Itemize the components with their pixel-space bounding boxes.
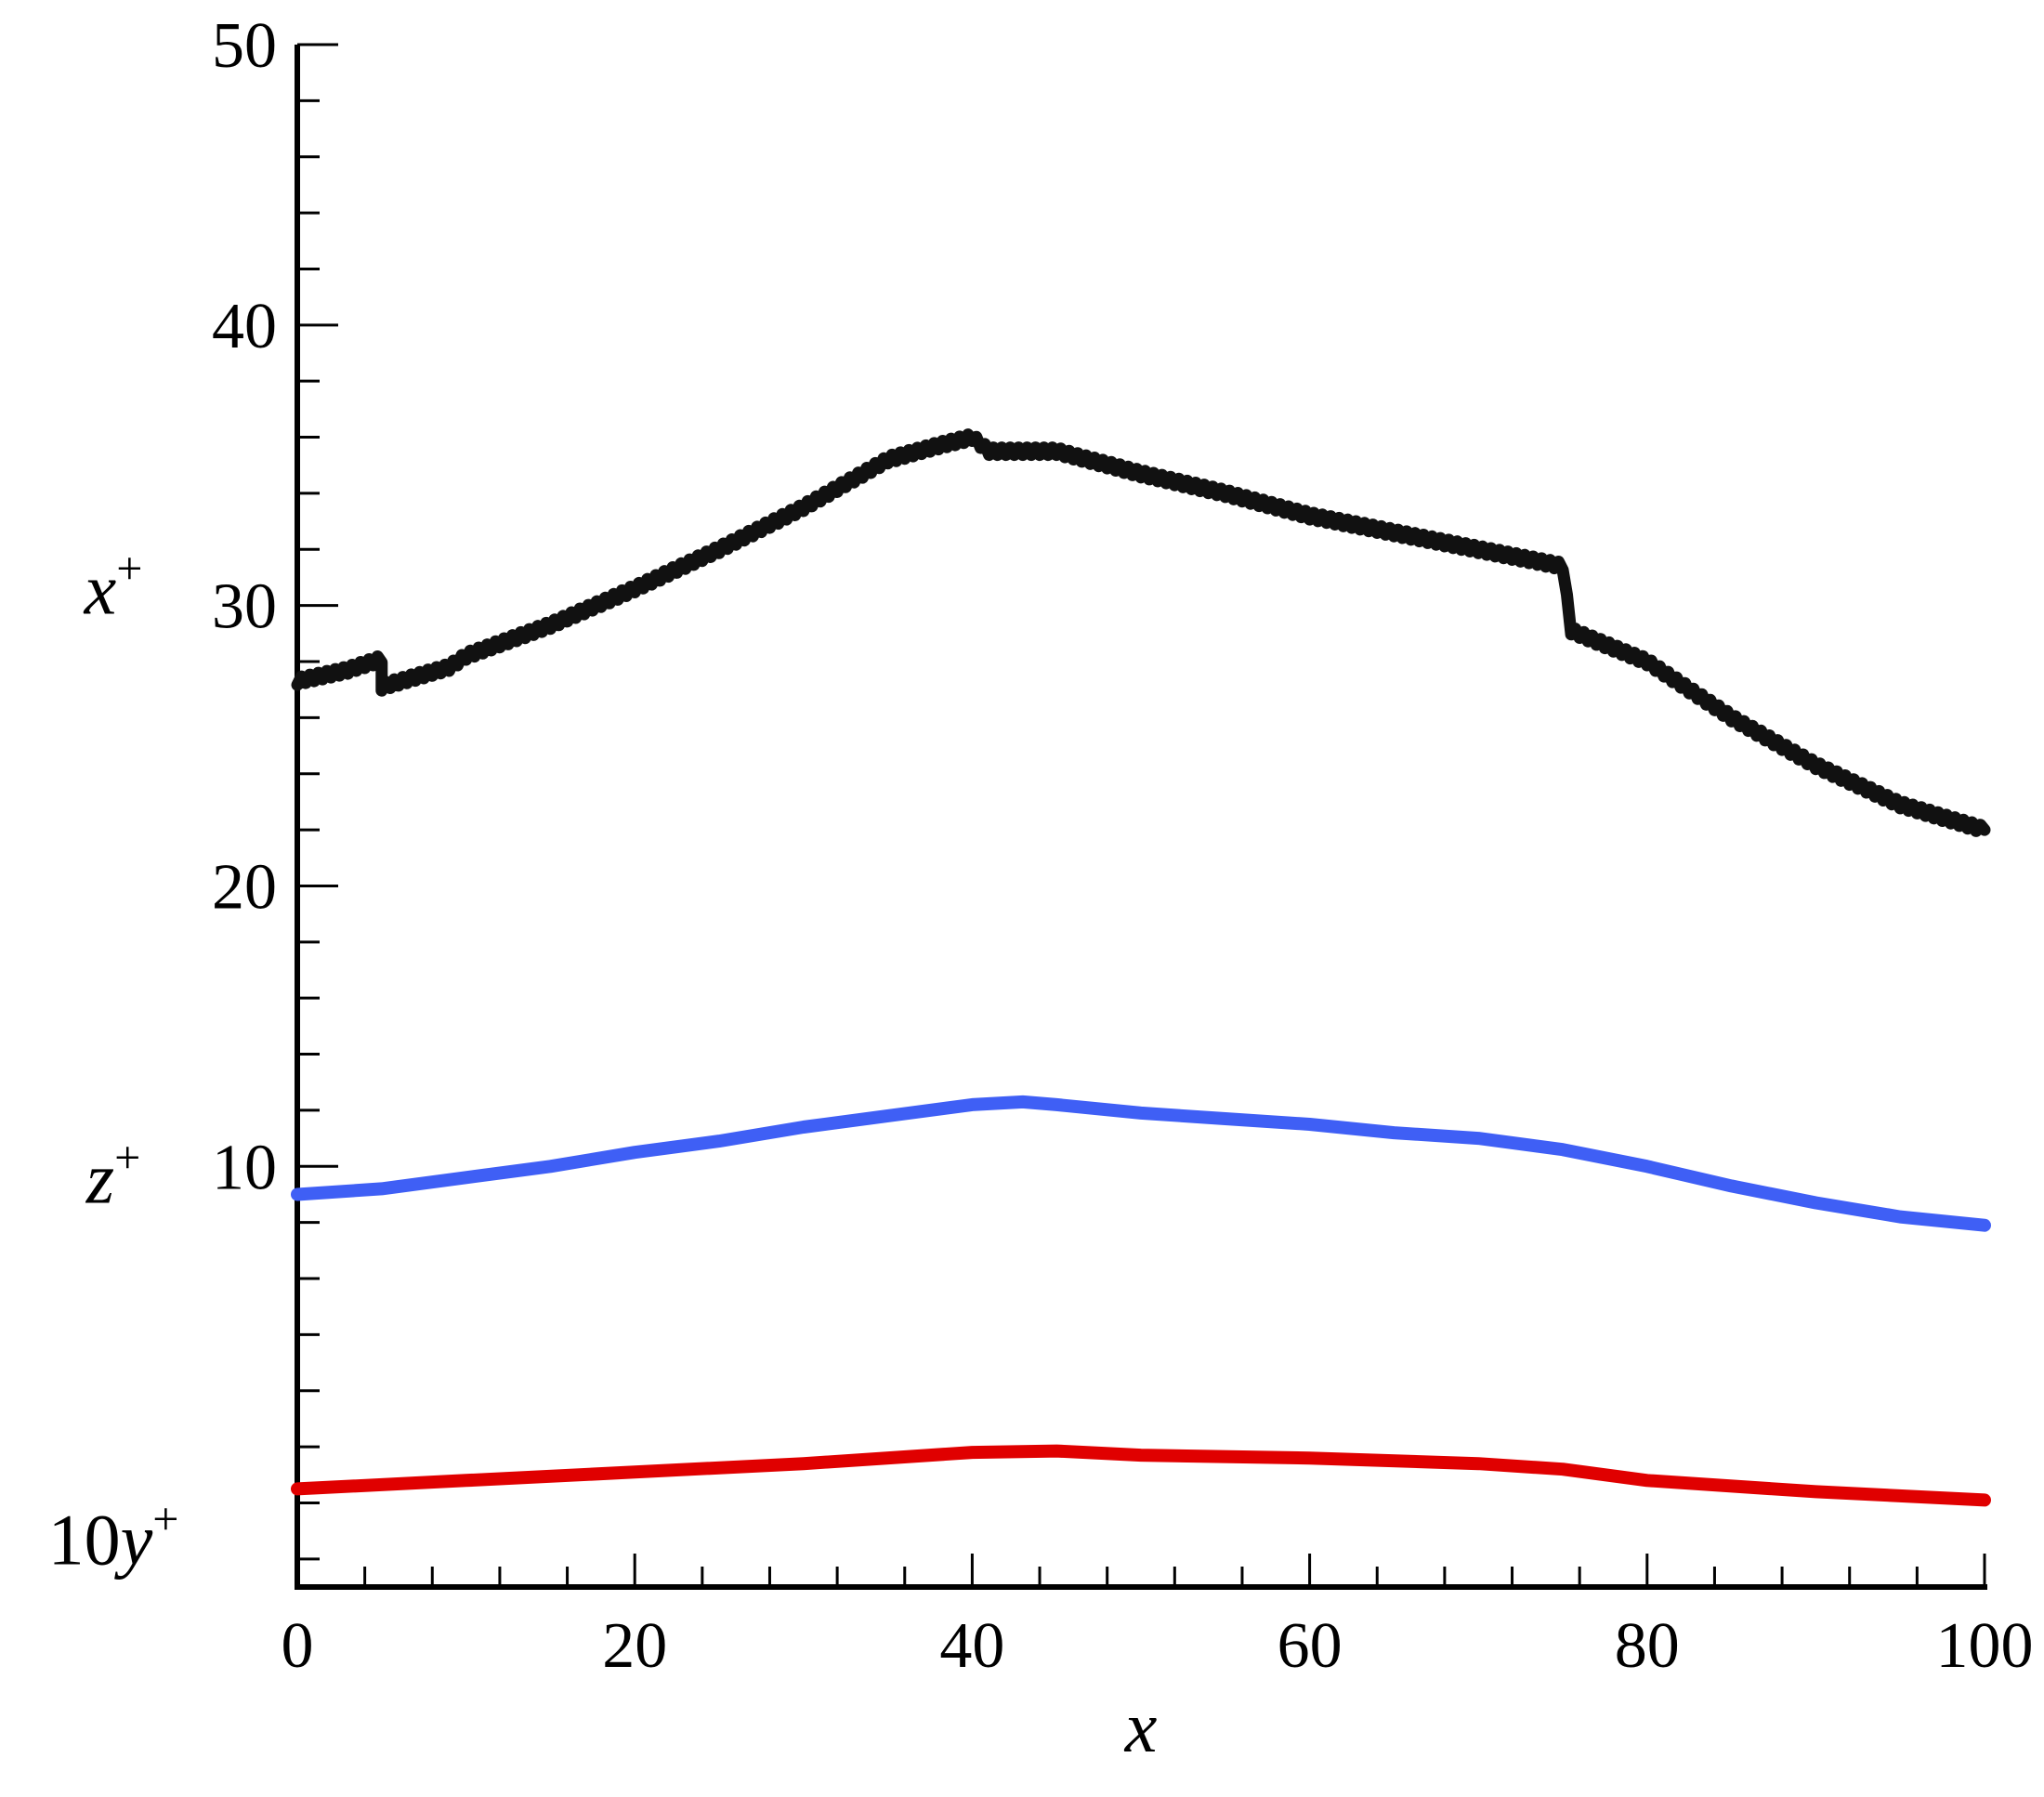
series-label-2: z+: [85, 1131, 141, 1218]
x-tick-label: 40: [939, 1610, 1004, 1682]
series-label-1: x+: [84, 543, 143, 630]
y-tick-label: 50: [212, 10, 277, 82]
y-tick-label: 20: [212, 851, 277, 923]
series-line-3: [291, 1444, 1991, 1507]
y-tick-label: 40: [212, 291, 277, 362]
axes: 0 20 40 60 80 100 10 20 30 40 50: [212, 10, 2034, 1682]
labels: x x+ z+ 10y+: [48, 543, 1158, 1767]
y-tick-label: 30: [212, 571, 277, 643]
x-tick-label: 100: [1936, 1610, 2034, 1682]
y-tick-label: 10: [212, 1132, 277, 1203]
x-tick-label: 80: [1615, 1610, 1680, 1682]
series-label-3: 10y+: [48, 1493, 179, 1581]
plot-area: [291, 428, 1991, 1507]
x-tick-label: 60: [1278, 1610, 1343, 1682]
series-line-2: [291, 1095, 1991, 1232]
x-tick-label: 20: [602, 1610, 667, 1682]
x-axis-title: x: [1124, 1686, 1158, 1767]
x-tick-label: 0: [282, 1610, 314, 1682]
series-line-1: [291, 428, 1991, 837]
